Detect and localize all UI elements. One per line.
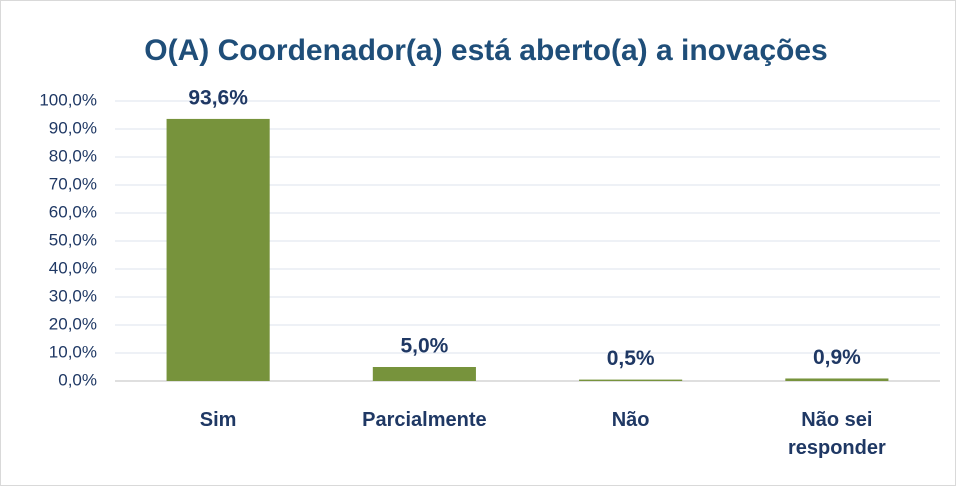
x-tick-label: Sim: [199, 409, 237, 431]
y-tick-label: 60,0%: [49, 202, 97, 221]
bar: [579, 379, 683, 381]
value-label: 93,6%: [188, 86, 248, 109]
value-label: 5,0%: [400, 335, 448, 358]
y-tick-label: 80,0%: [49, 146, 97, 165]
x-tick-label: Não sei responder: [787, 409, 886, 459]
y-tick-label: 50,0%: [49, 230, 97, 249]
y-tick-label: 30,0%: [49, 286, 97, 305]
y-tick-label: 70,0%: [49, 174, 97, 193]
bar: [166, 118, 270, 382]
x-tick-label: Não: [611, 409, 650, 431]
chart-title: O(A) Coordenador(a) está aberto(a) a ino…: [144, 34, 827, 67]
bar: [785, 378, 889, 381]
value-label: 0,9%: [813, 346, 861, 369]
y-tick-label: 40,0%: [49, 258, 97, 277]
bar: [372, 367, 476, 381]
value-label: 0,5%: [607, 347, 655, 370]
y-tick-label: 10,0%: [49, 342, 97, 361]
x-tick-label: Parcialmente: [362, 409, 487, 431]
y-tick-label: 100,0%: [39, 90, 97, 109]
y-tick-label: 20,0%: [49, 314, 97, 333]
y-tick-label: 90,0%: [49, 118, 97, 137]
y-tick-label: 0,0%: [58, 370, 97, 389]
